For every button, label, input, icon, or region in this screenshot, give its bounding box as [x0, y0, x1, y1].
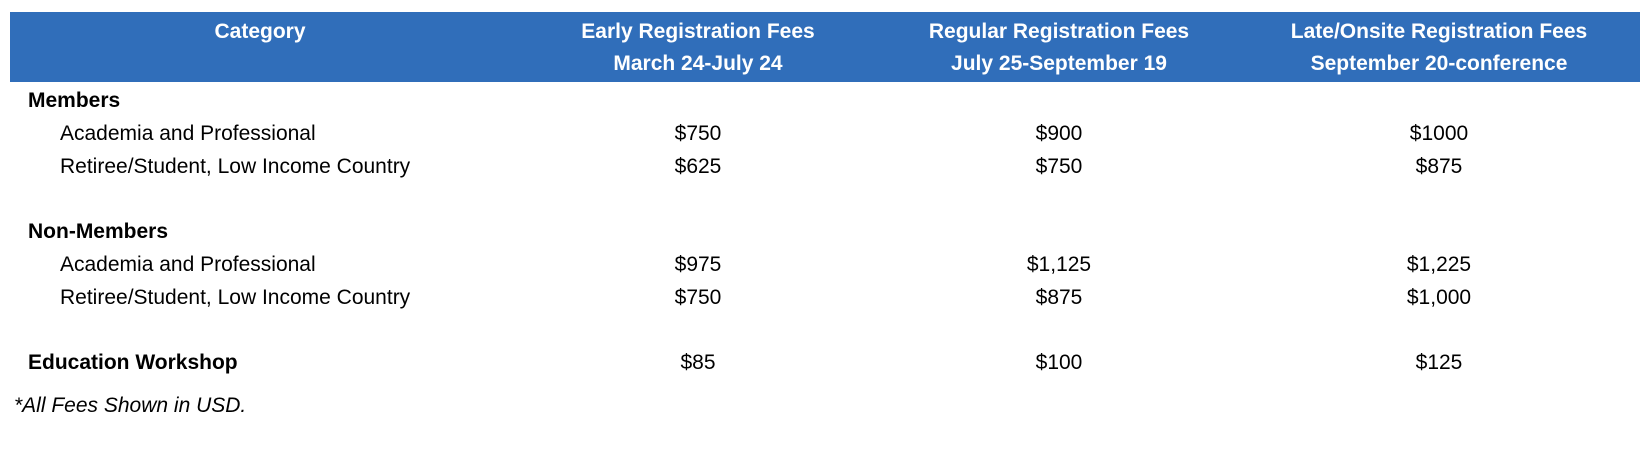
group-row-members: Members — [0, 84, 1642, 117]
fee-early: $85 — [680, 351, 716, 374]
header-category: Category — [214, 20, 306, 43]
table-row: Academia and Professional $750 $900 $100… — [0, 117, 1642, 150]
group-label: Non-Members — [28, 220, 169, 243]
fee-regular: $900 — [1035, 122, 1083, 145]
table-row: Retiree/Student, Low Income Country $750… — [0, 281, 1642, 314]
fee-regular: $750 — [1035, 155, 1083, 178]
header-regular: Regular Registration Fees July 25-Septem… — [909, 16, 1209, 80]
currency-note: *All Fees Shown in USD. — [14, 394, 247, 417]
group-label: Education Workshop — [28, 351, 238, 374]
fee-late: $1,000 — [1406, 286, 1472, 309]
header-late-title: Late/Onsite Registration Fees — [1290, 20, 1588, 43]
group-label: Members — [28, 89, 121, 112]
table-header: Category Early Registration Fees March 2… — [10, 12, 1640, 82]
table-row: Academia and Professional $975 $1,125 $1… — [0, 248, 1642, 281]
fee-late: $875 — [1415, 155, 1463, 178]
row-label: Retiree/Student, Low Income Country — [60, 286, 411, 309]
table-row-education: Education Workshop $85 $100 $125 — [0, 346, 1642, 379]
group-row-non-members: Non-Members — [0, 215, 1642, 248]
fee-late: $1,225 — [1406, 253, 1472, 276]
fee-early: $750 — [674, 122, 722, 145]
header-late-dates: September 20-conference — [1310, 52, 1568, 75]
header-early-dates: March 24-July 24 — [613, 52, 783, 75]
fee-early: $625 — [674, 155, 722, 178]
row-label: Retiree/Student, Low Income Country — [60, 155, 411, 178]
fee-regular: $100 — [1035, 351, 1083, 374]
fee-early: $750 — [674, 286, 722, 309]
fee-regular: $875 — [1035, 286, 1083, 309]
header-early-title: Early Registration Fees — [581, 20, 815, 43]
header-late: Late/Onsite Registration Fees September … — [1274, 16, 1604, 80]
header-early: Early Registration Fees March 24-July 24 — [548, 16, 848, 80]
fee-early: $975 — [674, 253, 722, 276]
header-regular-dates: July 25-September 19 — [951, 52, 1167, 75]
row-label: Academia and Professional — [60, 122, 316, 145]
table-row: Retiree/Student, Low Income Country $625… — [0, 150, 1642, 183]
fee-regular: $1,125 — [1026, 253, 1092, 276]
header-regular-title: Regular Registration Fees — [928, 20, 1190, 43]
row-label: Academia and Professional — [60, 253, 316, 276]
fee-late: $125 — [1415, 351, 1463, 374]
fee-late: $1000 — [1409, 122, 1469, 145]
